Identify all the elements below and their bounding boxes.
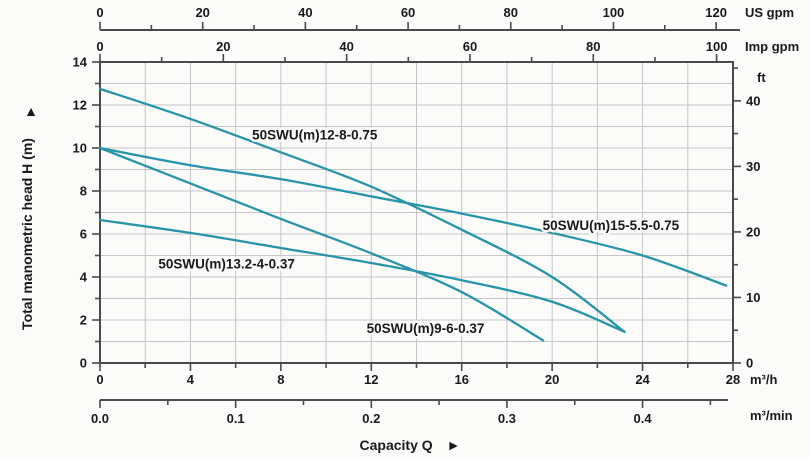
curve-label-50SWU(m)9-6-0.37: 50SWU(m)9-6-0.37 bbox=[367, 321, 485, 336]
imp-gpm-tick-label: 20 bbox=[216, 39, 230, 54]
axis-x-us-gpm: 0 20 40 60 80 100 120 US gpm bbox=[96, 5, 794, 31]
m3min-unit-label: m³/min bbox=[750, 408, 793, 423]
us-gpm-tick-label: 0 bbox=[96, 5, 103, 20]
x-m3h-tick-label: 20 bbox=[545, 372, 559, 387]
us-gpm-tick-label: 60 bbox=[401, 5, 415, 20]
x-axis-title: Capacity Q ► bbox=[360, 437, 461, 453]
curve-50SWU(m)15-5.5-0.75 bbox=[98, 146, 728, 287]
x-m3h-tick-label: 0 bbox=[96, 372, 103, 387]
x-m3h-tick-label: 4 bbox=[187, 372, 195, 387]
curve-label-50SWU(m)15-5.5-0.75: 50SWU(m)15-5.5-0.75 bbox=[543, 218, 680, 233]
axis-x-m3min: 0.0 0.1 0.2 0.3 0.4 m³/min bbox=[91, 399, 793, 426]
plot-grid bbox=[100, 62, 733, 363]
y-left-tick-label: 4 bbox=[80, 270, 88, 285]
axis-y-right-ft: 0 10 20 30 40 ft bbox=[733, 67, 766, 371]
y-right-tick-label: 0 bbox=[746, 356, 753, 371]
pump-curves: 50SWU(m)12-8-0.75 50SWU(m)15-5.5-0.75 50SW… bbox=[98, 87, 728, 342]
us-gpm-tick-label: 20 bbox=[195, 5, 209, 20]
axis-titles: Capacity Q ► Total manometric head H (m) ▲ bbox=[19, 103, 461, 453]
y-left-tick-label: 8 bbox=[80, 184, 87, 199]
axis-x-imp-gpm: 0 20 40 60 80 100 Imp gpm bbox=[96, 39, 799, 62]
imp-gpm-tick-label: 60 bbox=[463, 39, 477, 54]
y-right-tick-label: 30 bbox=[746, 159, 760, 174]
y-right-tick-label: 20 bbox=[746, 224, 760, 239]
m3min-tick-label: 0.2 bbox=[362, 411, 380, 426]
y-left-tick-label: 12 bbox=[73, 98, 87, 113]
imp-gpm-tick-label: 80 bbox=[586, 39, 600, 54]
axis-x-m3h: 0 4 8 12 16 20 24 28 m³/h bbox=[96, 363, 778, 387]
imp-gpm-tick-label: 100 bbox=[706, 39, 728, 54]
y-right-tick-label: 10 bbox=[746, 290, 760, 305]
us-gpm-tick-label: 120 bbox=[705, 5, 727, 20]
m3min-tick-label: 0.3 bbox=[498, 411, 516, 426]
us-gpm-tick-label: 100 bbox=[603, 5, 625, 20]
x-m3h-tick-label: 28 bbox=[726, 372, 740, 387]
y-axis-up-arrow-icon: ▲ bbox=[24, 103, 38, 119]
imp-gpm-tick-label: 40 bbox=[339, 39, 353, 54]
ft-unit-label: ft bbox=[757, 70, 766, 85]
curve-50SWU(m)9-6-0.37 bbox=[98, 146, 545, 342]
curve-label-50SWU(m)12-8-0.75: 50SWU(m)12-8-0.75 bbox=[252, 128, 378, 143]
y-left-tick-label: 2 bbox=[80, 313, 87, 328]
us-gpm-tick-label: 80 bbox=[504, 5, 518, 20]
y-left-tick-label: 10 bbox=[73, 141, 87, 156]
x-m3h-tick-label: 16 bbox=[454, 372, 468, 387]
m3h-unit-label: m³/h bbox=[750, 372, 778, 387]
x-m3h-tick-label: 8 bbox=[277, 372, 284, 387]
curve-50SWU(m)12-8-0.75 bbox=[98, 87, 626, 333]
us-gpm-tick-label: 40 bbox=[298, 5, 312, 20]
y-right-tick-label: 40 bbox=[746, 93, 760, 108]
m3min-tick-label: 0.4 bbox=[634, 411, 653, 426]
x-m3h-tick-label: 24 bbox=[635, 372, 650, 387]
m3min-tick-label: 0.1 bbox=[227, 411, 245, 426]
imp-gpm-unit-label: Imp gpm bbox=[745, 39, 799, 54]
axis-y-left-m: 0 2 4 6 8 10 12 14 bbox=[73, 55, 100, 371]
curve-50SWU(m)13.2-4-0.37 bbox=[98, 218, 626, 333]
y-left-tick-label: 6 bbox=[80, 227, 87, 242]
x-m3h-tick-label: 12 bbox=[364, 372, 378, 387]
curve-label-50SWU(m)13.2-4-0.37: 50SWU(m)13.2-4-0.37 bbox=[158, 257, 295, 272]
y-axis-title: Total manometric head H (m) bbox=[19, 138, 35, 330]
y-left-tick-label: 14 bbox=[73, 55, 88, 70]
imp-gpm-tick-label: 0 bbox=[96, 39, 103, 54]
m3min-tick-label: 0.0 bbox=[91, 411, 109, 426]
y-left-tick-label: 0 bbox=[80, 356, 87, 371]
us-gpm-unit-label: US gpm bbox=[745, 5, 794, 20]
